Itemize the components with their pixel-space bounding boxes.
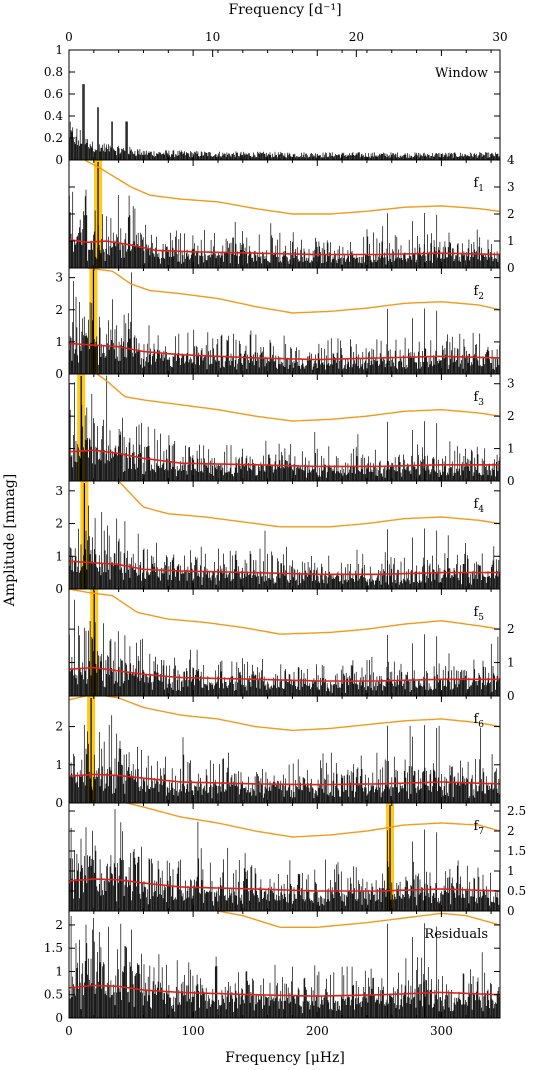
ytick-label-f4: 0: [55, 582, 63, 596]
ytick-label-f6: 0: [55, 796, 63, 810]
panel-frame-f7: [68, 802, 501, 912]
y-axis-title: Amplitude [mmag]: [2, 474, 18, 607]
panel-f5: 0 1 2 f5: [68, 588, 515, 703]
ytick-label-f5: 1: [507, 656, 515, 670]
panel-frame-f6: [68, 695, 501, 804]
ytick-label-window: 0: [55, 153, 63, 167]
panel-f7: 0 0.5 1 1.5 2 2.5 f7: [68, 802, 526, 918]
bottom-tick-label: 100: [182, 1024, 205, 1038]
panel-label-f4: f4: [473, 497, 484, 515]
ytick-label-f7: 1: [507, 864, 515, 878]
bottom-axis-title: Frequency [μHz]: [225, 1050, 345, 1066]
ytick-label-f2: 0: [55, 367, 63, 381]
ytick-label-f3: 2: [507, 409, 515, 423]
top-tick-label: 0: [65, 30, 73, 44]
panel-label-f5: f5: [473, 605, 484, 623]
ytick-label-residuals: 0.5: [44, 988, 63, 1002]
panel-f6: 0 1 2 f6: [55, 695, 501, 810]
mean-noise-curve-f7: [69, 878, 500, 892]
panel-label-f1: f1: [473, 176, 484, 194]
significance-curve-f2: [85, 268, 500, 314]
top-tick-label: 30: [492, 30, 507, 44]
significance-curve-f7: [69, 803, 500, 838]
ytick-label-f3: 1: [507, 442, 515, 456]
bottom-tick-label: 200: [306, 1024, 329, 1038]
panel-f3: 0 1 2 3 f3: [68, 373, 515, 488]
significance-curve-f6: [69, 696, 500, 732]
bottom-tick-label: 300: [430, 1024, 453, 1038]
top-axis-title: Frequency [d⁻¹]: [228, 2, 341, 18]
spectrum-f1: [69, 189, 500, 268]
bottom-axis-ticks: 0 100 200 300: [65, 1024, 453, 1038]
mean-noise-curve-f1: [69, 238, 500, 256]
ytick-label-f7: 2: [507, 824, 515, 838]
ytick-label-f7: 2.5: [507, 804, 526, 818]
panel-window: 0 0.2 0.4 0.6 0.8 1 Window: [44, 43, 501, 167]
ytick-label-f5: 2: [507, 622, 515, 636]
panel-label-residuals: Residuals: [424, 927, 488, 942]
panel-f2: 0 1 2 3 f2: [55, 267, 501, 381]
ytick-label-f5: 0: [507, 689, 515, 703]
mean-noise-curve-f5: [69, 666, 500, 682]
ytick-label-window: 0.8: [44, 65, 63, 79]
ytick-label-f2: 2: [55, 303, 63, 317]
spectrum-window: [69, 84, 500, 160]
panels: 00.20.40.60.81Window01234f10123f20123f30…: [44, 43, 526, 1025]
panel-label-f3: f3: [473, 390, 484, 408]
ytick-label-f7: 1.5: [507, 844, 526, 858]
significance-curve-f3: [95, 374, 500, 422]
panel-frame-f1: [68, 159, 501, 269]
panel-residuals: 0 0.5 1 1.5 2 Residuals: [44, 910, 501, 1025]
top-tick-label: 20: [349, 30, 364, 44]
ytick-label-f1: 1: [507, 234, 515, 248]
ytick-label-f1: 0: [507, 261, 515, 275]
bottom-tick-label: 0: [65, 1024, 73, 1038]
ytick-label-residuals: 1.5: [44, 941, 63, 955]
ytick-label-window: 0.6: [44, 87, 63, 101]
significance-curve-f5: [69, 589, 500, 635]
ytick-label-residuals: 2: [55, 918, 63, 932]
top-tick-label: 10: [205, 30, 220, 44]
ytick-label-residuals: 0: [55, 1011, 63, 1025]
mean-noise-curve-residuals: [69, 984, 500, 997]
top-axis-ticks: 0 10 20 30: [65, 30, 508, 57]
significance-curve-f1: [83, 160, 500, 215]
ytick-label-f4: 1: [55, 549, 63, 563]
panel-frame-residuals: [68, 910, 501, 1019]
panel-f1: 0 1 2 3 4 f1: [68, 153, 515, 275]
panel-label-f2: f2: [473, 284, 484, 302]
ytick-label-residuals: 1: [55, 964, 63, 978]
spectrum-f4: [69, 505, 500, 589]
ytick-label-f6: 1: [55, 758, 63, 772]
panel-label-f6: f6: [473, 712, 484, 730]
ytick-label-f2: 3: [55, 271, 63, 285]
mean-noise-curve-f6: [69, 773, 500, 786]
ytick-label-f4: 3: [55, 484, 63, 498]
panel-label-f7: f7: [473, 819, 484, 837]
mean-noise-curve-f4: [69, 560, 500, 576]
spectrum-f5: [69, 599, 500, 696]
significance-curve-residuals: [214, 911, 500, 928]
significance-curve-f4: [113, 481, 500, 528]
mean-noise-curve-f2: [69, 342, 500, 361]
panel-f4: 0 1 2 3 f4: [55, 480, 501, 596]
ytick-label-f7: 0.5: [507, 884, 526, 898]
ytick-label-window: 1: [55, 43, 63, 57]
ytick-label-f3: 0: [507, 474, 515, 488]
mean-noise-curve-f3: [69, 449, 500, 468]
panel-label-window: Window: [435, 66, 488, 81]
ytick-label-f4: 2: [55, 517, 63, 531]
ytick-label-f1: 4: [507, 153, 515, 167]
spectrum-f7: [69, 809, 500, 911]
ytick-label-f1: 2: [507, 207, 515, 221]
ytick-label-f2: 1: [55, 335, 63, 349]
ytick-label-window: 0.2: [44, 131, 63, 145]
ytick-label-window: 0.4: [44, 109, 63, 123]
ytick-label-f7: 0: [507, 904, 515, 918]
ytick-label-f1: 3: [507, 180, 515, 194]
ytick-label-f3: 3: [507, 377, 515, 391]
spectrum-f6: [69, 715, 500, 803]
ytick-label-f6: 2: [55, 720, 63, 734]
